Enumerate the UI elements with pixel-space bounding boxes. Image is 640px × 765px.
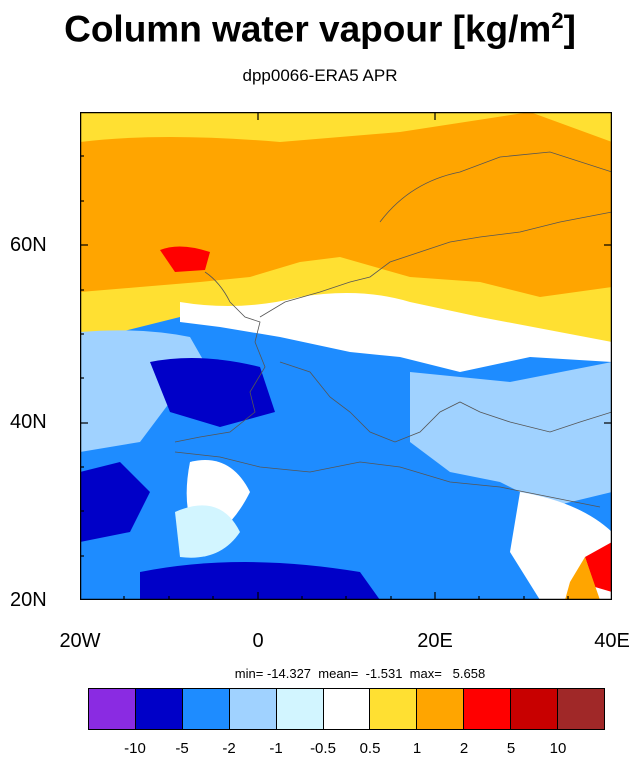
field-red-se xyxy=(585,542,612,592)
field-red-spot xyxy=(160,246,210,272)
colorbar-cell xyxy=(558,689,604,729)
colorbar-cell xyxy=(511,689,559,729)
y-tick-label: 60N xyxy=(10,234,47,256)
y-tick-label: 20N xyxy=(10,589,47,611)
coastlines xyxy=(174,151,612,508)
map-plot xyxy=(80,112,612,600)
x-tick-label: 20E xyxy=(417,630,453,652)
colorbar-cell xyxy=(464,689,512,729)
x-tick-label: 40E xyxy=(594,630,630,652)
colorbar-cell xyxy=(135,689,183,729)
field-lightblue-sahara xyxy=(175,505,240,558)
field-orange-se xyxy=(565,557,600,600)
colorbar-cell xyxy=(182,689,230,729)
field-lightblue-east xyxy=(410,362,612,507)
x-tick-label: 20W xyxy=(59,630,101,652)
map-title: Column water vapour [kg/m2] xyxy=(64,8,576,50)
colorbar-label: 0.5 xyxy=(359,740,381,757)
colorbar-cell xyxy=(323,689,371,729)
colorbar-label: 1 xyxy=(412,740,422,757)
colorbar-label: -10 xyxy=(124,740,146,757)
colorbar-label: -0.5 xyxy=(310,740,336,757)
colorbar-label: -5 xyxy=(175,740,189,757)
colorbar xyxy=(88,688,605,730)
colorbar-cell xyxy=(229,689,277,729)
field-white-band xyxy=(180,293,612,372)
y-tick-label: 40N xyxy=(10,411,47,433)
colorbar-label: -1 xyxy=(269,740,283,757)
stats-line: min= -14.327 mean= -1.531 max= 5.658 xyxy=(234,666,486,681)
colorbar-cell xyxy=(370,689,418,729)
field-darkblue-1 xyxy=(150,358,275,427)
map-subtitle: dpp0066-ERA5 APR xyxy=(242,66,398,85)
ticks xyxy=(80,112,612,600)
field-darkblue-2 xyxy=(80,462,150,542)
colorbar-label: 10 xyxy=(549,740,567,757)
field-orange-north xyxy=(80,112,612,297)
colorbar-cell xyxy=(276,689,324,729)
colorbar-label: 2 xyxy=(459,740,469,757)
field-darkblue-3 xyxy=(140,562,380,600)
colorbar-cell xyxy=(89,689,136,729)
colorbar-label: 5 xyxy=(506,740,516,757)
colorbar-cell xyxy=(417,689,465,729)
colorbar-label: -2 xyxy=(222,740,236,757)
x-tick-label: 0 xyxy=(252,630,264,652)
